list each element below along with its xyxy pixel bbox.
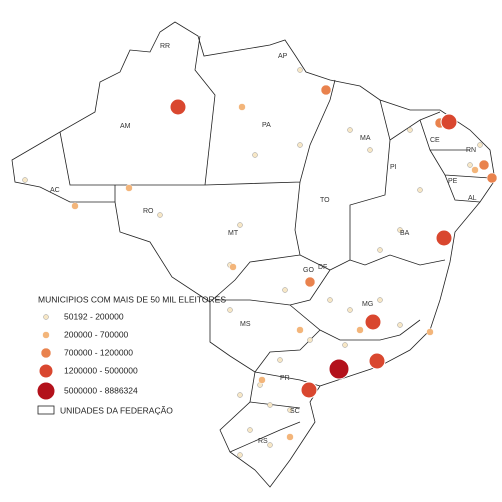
legend: MUNICIPIOS COM MAIS DE 50 MIL ELEITORES …: [36, 294, 226, 415]
point: [478, 159, 490, 171]
state-label: DF: [318, 264, 327, 271]
state-label: MT: [228, 230, 239, 237]
point: [287, 407, 293, 413]
state-label: RS: [258, 438, 268, 445]
legend-label: 50192 - 200000: [64, 311, 124, 321]
point: [238, 103, 246, 111]
legend-label: 200000 - 700000: [64, 329, 129, 339]
point: [417, 187, 423, 193]
state-label: MS: [240, 321, 251, 328]
point: [22, 177, 28, 183]
state-label: GO: [303, 267, 314, 274]
point: [169, 98, 187, 116]
point: [471, 166, 479, 174]
state-labels: RR AP AM PA MA CE RN PI PE AL AC RO MT T…: [50, 43, 477, 445]
state-label: BA: [400, 230, 410, 237]
point: [440, 113, 458, 131]
point: [71, 202, 79, 210]
point: [328, 358, 350, 380]
legend-label: 5000000 - 8886324: [64, 385, 138, 395]
state-label: PR: [280, 375, 290, 382]
point: [342, 342, 348, 348]
point: [327, 297, 333, 303]
point: [237, 392, 243, 398]
point: [477, 142, 483, 148]
legend-label: 700000 - 1200000: [64, 347, 133, 357]
state-label: PA: [262, 122, 271, 129]
state-label: RR: [160, 43, 170, 50]
state-label: AL: [468, 195, 477, 202]
point: [237, 452, 243, 458]
state-label: PE: [448, 178, 458, 185]
legend-symbol: [42, 331, 50, 339]
point: [300, 381, 318, 399]
state-label: MA: [360, 135, 371, 142]
state-label: AP: [278, 53, 288, 60]
point: [364, 313, 382, 331]
state-label: AC: [50, 187, 60, 194]
point: [282, 287, 288, 293]
point: [125, 184, 133, 192]
point: [227, 307, 233, 313]
legend-label: UNIDADES DA FEDERAÇÃO: [60, 405, 173, 415]
state-label: RO: [143, 208, 154, 215]
point: [347, 307, 353, 313]
point: [297, 142, 303, 148]
legend-symbol: [40, 347, 52, 359]
point: [296, 326, 304, 334]
points: [22, 67, 498, 458]
point: [286, 433, 294, 441]
point: [467, 162, 473, 168]
state-label: TO: [320, 197, 330, 204]
point: [347, 127, 353, 133]
point: [407, 127, 413, 133]
legend-symbol: [36, 381, 56, 401]
state-label: MG: [362, 301, 373, 308]
point: [258, 376, 266, 384]
point: [397, 227, 403, 233]
point: [304, 276, 316, 288]
point: [247, 427, 253, 433]
point: [229, 263, 237, 271]
state-label: SC: [290, 408, 300, 415]
point: [267, 442, 273, 448]
legend-title: MUNICIPIOS COM MAIS DE 50 MIL ELEITORES: [38, 294, 226, 304]
point: [297, 67, 303, 73]
legend-symbol: [38, 363, 54, 379]
state-label: AM: [120, 123, 131, 130]
point: [267, 402, 273, 408]
country-outline: [11, 21, 496, 488]
point: [426, 328, 434, 336]
legend-symbol: [37, 405, 55, 415]
point: [356, 326, 364, 334]
point: [157, 212, 163, 218]
point: [252, 152, 258, 158]
legend-symbol: [43, 314, 49, 320]
point: [307, 337, 313, 343]
point: [277, 357, 283, 363]
point: [237, 222, 243, 228]
legend-label: 1200000 - 5000000: [64, 365, 138, 375]
point: [377, 297, 383, 303]
point: [368, 352, 386, 370]
point: [377, 247, 383, 253]
point: [486, 172, 498, 184]
state-borders: [59, 35, 491, 453]
point: [367, 147, 373, 153]
state-label: CE: [430, 137, 440, 144]
point: [320, 84, 332, 96]
point: [435, 229, 453, 247]
state-label: PI: [390, 164, 397, 171]
point: [397, 322, 403, 328]
state-label: RN: [466, 147, 476, 154]
